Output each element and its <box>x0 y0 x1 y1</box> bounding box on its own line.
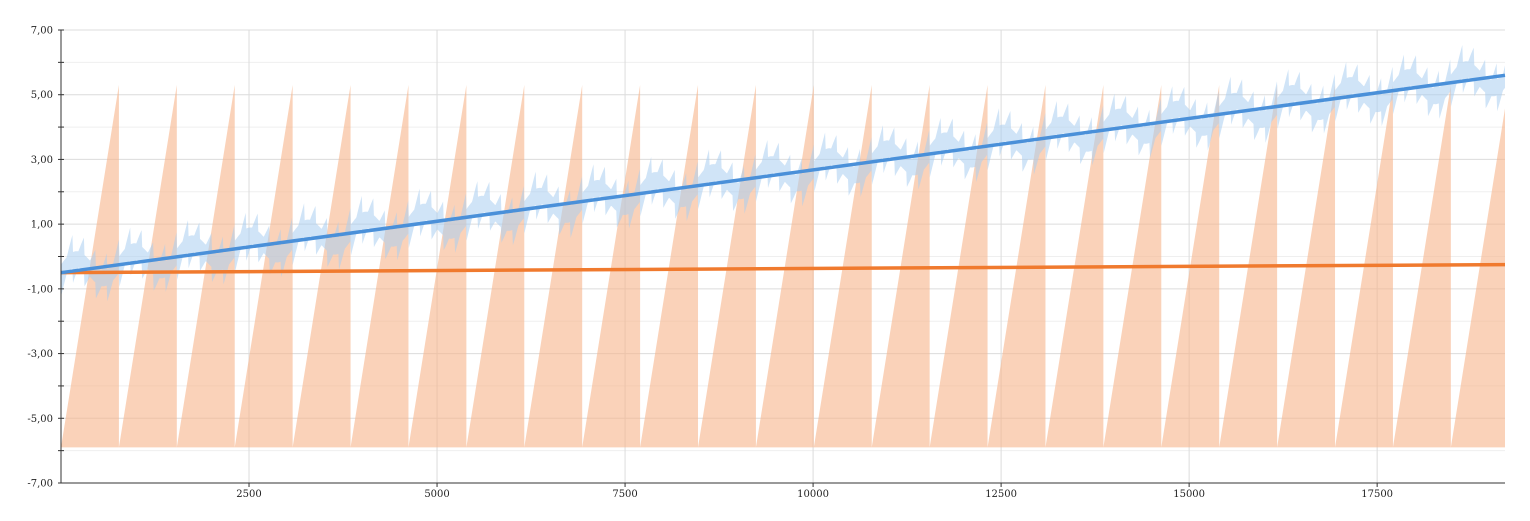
y-tick-label: 3,00 <box>31 155 53 166</box>
y-tick-label: -7,00 <box>27 479 53 490</box>
y-tick-label: -5,00 <box>27 414 53 425</box>
series-lines <box>60 73 1506 275</box>
series-1-line <box>60 73 1506 275</box>
x-tick-label: 10000 <box>797 489 829 500</box>
x-tick-label: 2500 <box>236 489 261 500</box>
y-tick-label: 5,00 <box>31 90 53 101</box>
axes <box>58 29 1505 487</box>
y-tick-label: 1,00 <box>31 220 53 231</box>
y-tick-label: -3,00 <box>27 349 53 360</box>
y-tick-label: -1,00 <box>27 284 53 295</box>
tick-labels: 7,00 5,00 3,00 1,00 -1,00 -3,00 -5,00 -7,00 2500… <box>27 26 1393 501</box>
x-tick-label: 17500 <box>1361 489 1393 500</box>
x-tick-label: 12500 <box>985 489 1017 500</box>
series-2-line <box>60 262 1506 275</box>
x-tick-label: 7500 <box>612 489 637 500</box>
series-2-band <box>61 85 1505 448</box>
x-tick-label: 15000 <box>1173 489 1205 500</box>
x-tick-label: 5000 <box>424 489 449 500</box>
y-tick-label: 7,00 <box>31 26 53 37</box>
